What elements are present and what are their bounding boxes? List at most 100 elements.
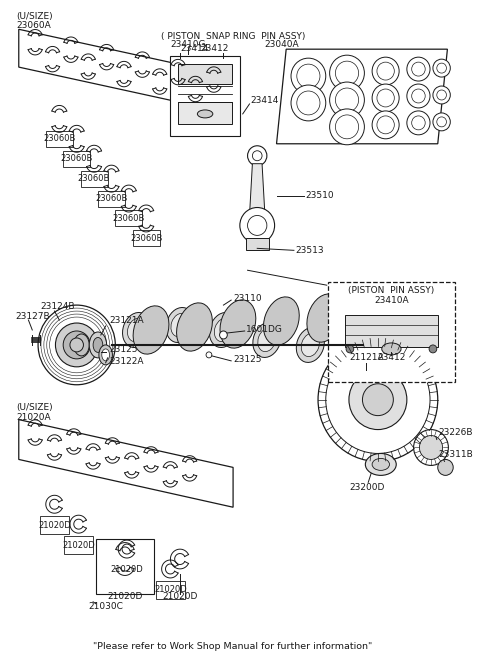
Circle shape (336, 61, 359, 85)
Circle shape (330, 82, 364, 118)
Circle shape (63, 331, 90, 359)
Ellipse shape (372, 458, 389, 470)
Circle shape (38, 305, 115, 384)
Circle shape (377, 89, 394, 107)
Text: 23414: 23414 (180, 44, 208, 52)
Bar (112, 561, 142, 579)
Text: 23226B: 23226B (439, 428, 473, 437)
Text: 21020D: 21020D (38, 521, 71, 530)
Circle shape (377, 62, 394, 80)
Circle shape (349, 370, 407, 430)
Circle shape (372, 84, 399, 112)
Circle shape (330, 109, 364, 145)
Ellipse shape (209, 312, 238, 348)
Text: 23125: 23125 (109, 345, 138, 354)
Circle shape (44, 311, 109, 379)
Text: 23125: 23125 (233, 356, 262, 364)
Circle shape (49, 317, 104, 373)
Bar (178, 64, 232, 84)
Ellipse shape (177, 303, 212, 351)
Circle shape (291, 85, 326, 121)
Ellipse shape (166, 307, 194, 343)
Bar (178, 102, 232, 124)
Text: (U/SIZE): (U/SIZE) (16, 12, 52, 21)
Ellipse shape (128, 318, 145, 342)
Circle shape (318, 338, 438, 461)
Circle shape (437, 63, 446, 73)
Ellipse shape (382, 343, 401, 355)
Ellipse shape (335, 332, 363, 367)
Bar (81, 171, 108, 187)
Bar (156, 581, 185, 599)
Circle shape (41, 308, 112, 382)
Polygon shape (276, 49, 447, 144)
Text: 21020D: 21020D (107, 592, 143, 601)
Text: 23060B: 23060B (95, 194, 128, 203)
Text: 23127B: 23127B (15, 312, 49, 320)
Ellipse shape (340, 338, 358, 362)
Bar (64, 536, 93, 554)
Text: 23110: 23110 (233, 293, 262, 303)
Circle shape (252, 151, 262, 160)
Polygon shape (250, 164, 265, 215)
Text: 23311B: 23311B (439, 450, 473, 459)
Circle shape (437, 90, 446, 100)
Circle shape (372, 111, 399, 139)
Ellipse shape (102, 349, 109, 361)
Text: 23060A: 23060A (16, 21, 50, 29)
Circle shape (412, 116, 425, 130)
Text: 23124B: 23124B (40, 301, 74, 310)
Bar (96, 539, 154, 594)
Ellipse shape (133, 306, 169, 354)
Ellipse shape (296, 328, 324, 362)
Text: 23410A: 23410A (374, 295, 409, 305)
Ellipse shape (215, 318, 232, 342)
Text: 23060B: 23060B (130, 234, 162, 243)
Text: 23121A: 23121A (109, 316, 144, 324)
Circle shape (56, 323, 98, 367)
Bar (328, 282, 455, 382)
Polygon shape (19, 420, 233, 507)
Circle shape (433, 113, 450, 131)
Bar (170, 56, 240, 136)
Bar (40, 516, 69, 534)
Polygon shape (19, 29, 233, 114)
Circle shape (433, 59, 450, 77)
Bar (132, 231, 160, 246)
Text: 23200D: 23200D (349, 483, 384, 492)
Circle shape (346, 345, 354, 353)
Ellipse shape (307, 294, 343, 342)
Circle shape (407, 111, 430, 135)
Bar (246, 238, 269, 250)
Ellipse shape (365, 453, 396, 476)
Text: 21020D: 21020D (154, 586, 187, 594)
Bar (63, 151, 90, 166)
Circle shape (433, 86, 450, 104)
Text: (U/SIZE): (U/SIZE) (16, 403, 52, 412)
Ellipse shape (93, 337, 103, 352)
Text: 23412: 23412 (377, 353, 406, 362)
Ellipse shape (122, 312, 151, 348)
Text: 21121A: 21121A (349, 353, 384, 362)
Text: 23412: 23412 (200, 44, 228, 52)
Bar (98, 191, 125, 206)
Circle shape (219, 331, 228, 339)
Text: 23060B: 23060B (78, 174, 110, 183)
Text: ( PISTON  SNAP RING  PIN ASSY): ( PISTON SNAP RING PIN ASSY) (161, 31, 305, 41)
Circle shape (297, 64, 320, 88)
Ellipse shape (264, 297, 299, 345)
Bar (345, 315, 438, 347)
Text: 21020D: 21020D (110, 565, 143, 574)
Circle shape (47, 314, 107, 376)
Text: 23513: 23513 (296, 246, 324, 255)
Ellipse shape (220, 300, 256, 348)
Ellipse shape (89, 332, 107, 358)
Circle shape (412, 62, 425, 76)
Circle shape (330, 55, 364, 91)
Circle shape (336, 115, 359, 139)
Circle shape (362, 384, 393, 416)
Text: (PISTON  PIN ASSY): (PISTON PIN ASSY) (348, 286, 434, 295)
Circle shape (326, 346, 430, 453)
Circle shape (206, 352, 212, 358)
Ellipse shape (99, 345, 112, 365)
